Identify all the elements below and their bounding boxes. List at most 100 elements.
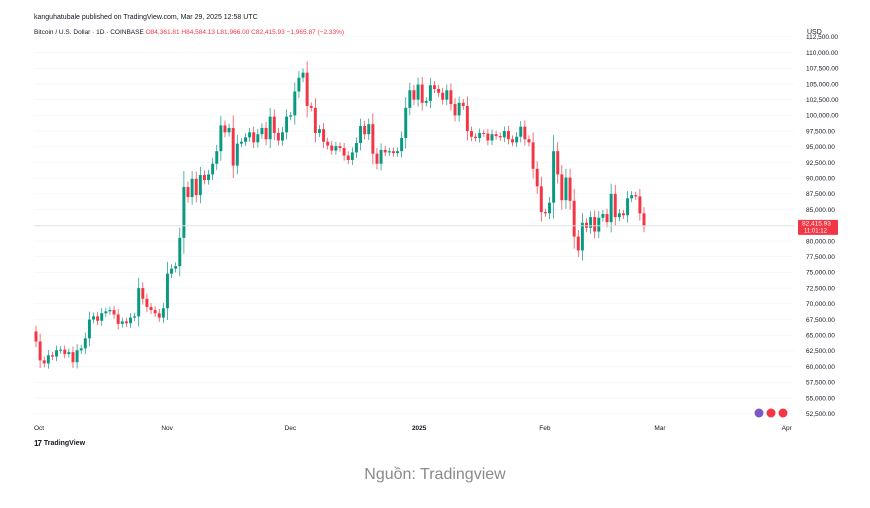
candle-body xyxy=(617,213,621,218)
candle-body xyxy=(478,132,482,138)
candle-body xyxy=(580,222,584,251)
time-tick-label: Feb xyxy=(539,425,551,432)
candle-body xyxy=(120,321,124,324)
candle-body xyxy=(215,151,219,164)
candle-body xyxy=(223,125,227,133)
candle-body xyxy=(145,298,149,307)
candle-body xyxy=(474,136,478,138)
candle-body xyxy=(482,132,486,134)
candle-body xyxy=(465,105,469,132)
candle-body xyxy=(449,90,453,105)
candle-body xyxy=(519,126,523,137)
tradingview-mark-icon: 17 xyxy=(34,439,42,448)
time-tick-label: Dec xyxy=(285,425,297,432)
candle-body xyxy=(239,141,243,144)
candle-body xyxy=(396,151,399,154)
price-tick-label: 55,000.00 xyxy=(806,395,835,402)
candle-body xyxy=(178,237,182,267)
candle-body xyxy=(116,314,120,324)
candle-body xyxy=(285,116,289,133)
candle-body xyxy=(391,151,395,154)
countdown-label: 11:01:12 xyxy=(804,228,828,234)
candle-body xyxy=(46,355,50,364)
candle-body xyxy=(104,311,108,314)
candle-body xyxy=(605,213,609,223)
price-tick-label: 105,000.00 xyxy=(806,81,839,88)
candle-body xyxy=(601,213,605,218)
price-tick-label: 107,500.00 xyxy=(806,66,839,73)
price-axis[interactable]: 52,500.00 55,000.00 57,500.00 60,000.00 62,5… xyxy=(806,34,839,418)
candle-body xyxy=(342,148,346,156)
candle-body xyxy=(326,141,330,146)
price-chart[interactable]: 52,500.00 55,000.00 57,500.00 60,000.00 62,5… xyxy=(30,10,845,450)
candle-body xyxy=(523,126,527,140)
candle-body xyxy=(515,136,519,143)
candle-body xyxy=(367,124,371,135)
candle-body xyxy=(564,177,568,201)
candle-body xyxy=(165,273,169,309)
candle-body xyxy=(235,143,239,166)
candle-body xyxy=(424,100,428,103)
time-tick-label: Nov xyxy=(161,425,173,432)
candle-body xyxy=(297,77,301,92)
candle-body xyxy=(338,146,342,149)
candle-body xyxy=(527,139,531,143)
candle-body xyxy=(556,151,560,175)
candle-body xyxy=(276,132,280,141)
candle-body xyxy=(182,186,186,238)
time-tick-label: Apr xyxy=(782,425,793,432)
price-tick-label: 72,500.00 xyxy=(806,285,835,292)
candle-body xyxy=(63,349,67,355)
candle-body xyxy=(219,125,223,152)
candle-body xyxy=(334,146,338,151)
tradingview-logo[interactable]: 17 TradingView xyxy=(34,439,85,448)
candle-body xyxy=(560,174,564,201)
candle-body xyxy=(420,84,424,103)
candle-body xyxy=(108,310,112,312)
candle-body xyxy=(149,306,153,311)
candle-body xyxy=(317,129,321,133)
candle-body xyxy=(437,88,441,93)
candle-body xyxy=(469,131,473,137)
candle-body xyxy=(568,177,572,201)
candle-body xyxy=(264,127,268,140)
candle-body xyxy=(330,145,334,151)
candle-body xyxy=(313,107,317,133)
candle-body xyxy=(441,92,445,100)
flag-icon xyxy=(777,407,789,419)
candle-body xyxy=(305,72,309,106)
price-tick-label: 90,000.00 xyxy=(806,175,835,182)
candle-body xyxy=(124,321,128,324)
candle-body xyxy=(502,131,506,138)
last-price-label: 82,415.93 xyxy=(802,220,831,227)
candle-body xyxy=(50,355,54,357)
candle-body xyxy=(83,338,87,349)
publisher-line: kanguhatubale published on TradingView.c… xyxy=(34,14,258,21)
price-tick-label: 100,000.00 xyxy=(806,113,839,120)
candle-body xyxy=(153,310,157,314)
candle-body xyxy=(379,149,383,164)
candle-body xyxy=(272,116,276,133)
candle-body xyxy=(609,193,613,223)
candle-body xyxy=(511,139,515,143)
price-tick-label: 62,500.00 xyxy=(806,348,835,355)
candle-body xyxy=(186,186,190,198)
candle-body xyxy=(350,152,354,160)
chart-frame: 52,500.00 55,000.00 57,500.00 60,000.00 62,5… xyxy=(30,10,845,450)
candle-body xyxy=(539,186,543,213)
candle-body xyxy=(404,107,408,138)
candle-body xyxy=(621,213,625,216)
candle-body xyxy=(490,134,494,141)
price-tick-label: 112,500.00 xyxy=(806,34,838,41)
candle-body xyxy=(174,266,178,269)
price-tick-label: 95,000.00 xyxy=(806,144,835,151)
candle-body xyxy=(416,84,420,100)
candle-body xyxy=(202,175,206,181)
candle-body xyxy=(194,178,198,196)
price-tick-label: 85,000.00 xyxy=(806,207,835,214)
candle-body xyxy=(371,124,375,154)
time-axis[interactable]: Oct Nov Dec 2025 Feb Mar Apr xyxy=(34,425,793,432)
candle-body xyxy=(133,316,137,318)
candle-body xyxy=(548,202,551,214)
price-tick-label: 65,000.00 xyxy=(806,333,835,340)
